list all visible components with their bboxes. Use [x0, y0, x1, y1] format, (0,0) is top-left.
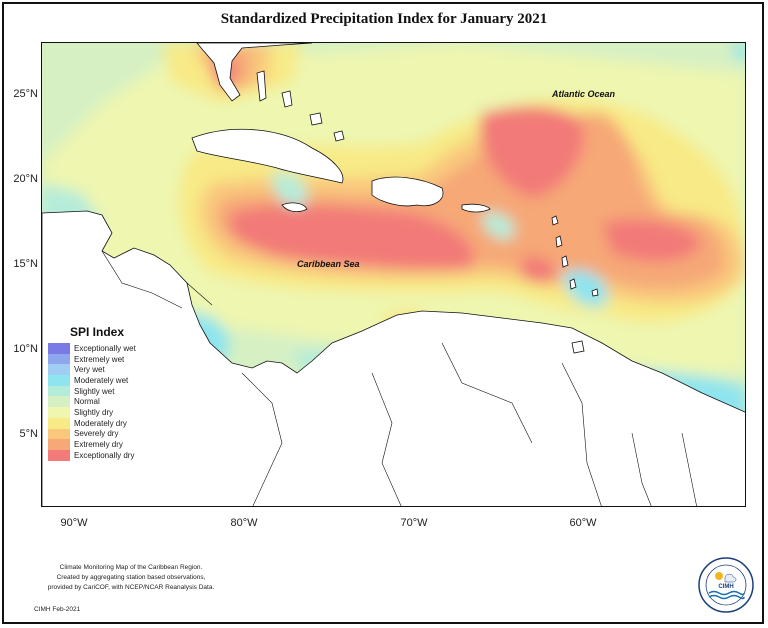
spi-map: Atlantic Ocean Caribbean Sea	[41, 42, 746, 507]
legend-label: Moderately wet	[74, 375, 129, 385]
legend-swatch	[48, 417, 70, 429]
legend-label: Slightly dry	[74, 407, 114, 417]
legend-swatch	[48, 428, 70, 440]
lon-tick-80w: 80°W	[230, 517, 258, 529]
bahamas-island	[256, 70, 267, 102]
legend-item: Severely dry	[48, 428, 176, 440]
caribbean-sea-label: Caribbean Sea	[297, 259, 360, 269]
lat-tick-15n: 15°N	[13, 258, 38, 270]
atlantic-ocean-label: Atlantic Ocean	[552, 89, 616, 99]
legend-swatch	[48, 439, 70, 450]
legend-label: Extremely dry	[74, 440, 123, 450]
antilles-island	[561, 255, 569, 268]
legend-label: Severely dry	[74, 429, 119, 439]
legend-item: Slightly dry	[48, 407, 176, 418]
credits-line-3: provided by CariCOF, with NCEP/NCAR Rean…	[47, 584, 215, 591]
legend-item: Extremely dry	[48, 439, 176, 450]
lat-tick-10n: 10°N	[13, 343, 38, 355]
cimh-logo-icon: CIMH	[698, 557, 754, 613]
lat-tick-20n: 20°N	[13, 173, 38, 185]
land-masses	[42, 43, 745, 506]
mainland-americas	[42, 210, 745, 506]
credits-block: Climate Monitoring Map of the Caribbean …	[26, 563, 236, 593]
lon-tick-60w: 60°W	[569, 517, 597, 529]
legend-swatch	[48, 396, 70, 408]
antilles-island	[551, 215, 559, 226]
legend-item: Exceptionally wet	[48, 343, 176, 354]
legend-swatch	[48, 449, 70, 461]
country-borders	[101, 250, 697, 506]
legend-label: Very wet	[74, 365, 105, 375]
legend-item: Moderately wet	[48, 375, 176, 386]
lat-tick-25n: 25°N	[13, 88, 38, 100]
spi-legend: SPI Index Exceptionally wet Extremely wet…	[48, 325, 176, 461]
lon-tick-90w: 90°W	[60, 517, 88, 529]
legend-item: Moderately dry	[48, 417, 176, 429]
bahamas-island	[333, 130, 345, 142]
legend-label: Exceptionally dry	[74, 450, 135, 460]
bahamas-island	[281, 90, 293, 108]
legend-items: Exceptionally wet Extremely wet Very wet Mo…	[48, 343, 176, 461]
legend-label: Slightly wet	[74, 386, 115, 396]
map-title: Standardized Precipitation Index for Jan…	[220, 11, 548, 27]
legend-swatch	[48, 343, 70, 354]
legend-swatch	[48, 375, 70, 386]
legend-item: Slightly wet	[48, 385, 176, 397]
lon-tick-70w: 70°W	[400, 517, 428, 529]
legend-item: Extremely wet	[48, 353, 176, 365]
legend-item: Normal	[48, 396, 176, 408]
jamaica-island	[281, 202, 308, 213]
cuba-island	[191, 128, 344, 184]
credits-date: CIMH Feb-2021	[34, 606, 81, 613]
spi-map-canvas	[42, 43, 745, 506]
legend-swatch	[48, 364, 70, 376]
barbados-island	[591, 288, 599, 297]
antilles-island	[555, 235, 563, 248]
credits-line-2: Created by aggregating station based obs…	[56, 574, 206, 581]
hispaniola-island	[371, 176, 444, 207]
legend-item: Very wet	[48, 364, 176, 376]
legend-label: Normal	[74, 397, 100, 407]
puerto-rico-island	[461, 203, 491, 213]
bahamas-island	[309, 112, 323, 126]
legend-title: SPI Index	[70, 325, 125, 339]
legend-item: Exceptionally dry	[48, 449, 176, 461]
legend-label: Extremely wet	[74, 354, 125, 364]
florida-landmass	[196, 43, 313, 102]
logo-text: CIMH	[718, 584, 733, 590]
trinidad-island	[571, 340, 585, 354]
legend-swatch	[48, 353, 70, 365]
lat-tick-5n: 5°N	[19, 428, 38, 440]
legend-swatch	[48, 407, 70, 418]
legend-label: Moderately dry	[74, 418, 127, 428]
legend-label: Exceptionally wet	[74, 343, 136, 353]
antilles-island	[569, 278, 577, 290]
credits-line-1: Climate Monitoring Map of the Caribbean …	[59, 564, 203, 571]
spi-shading	[42, 43, 745, 506]
legend-swatch	[48, 385, 70, 397]
